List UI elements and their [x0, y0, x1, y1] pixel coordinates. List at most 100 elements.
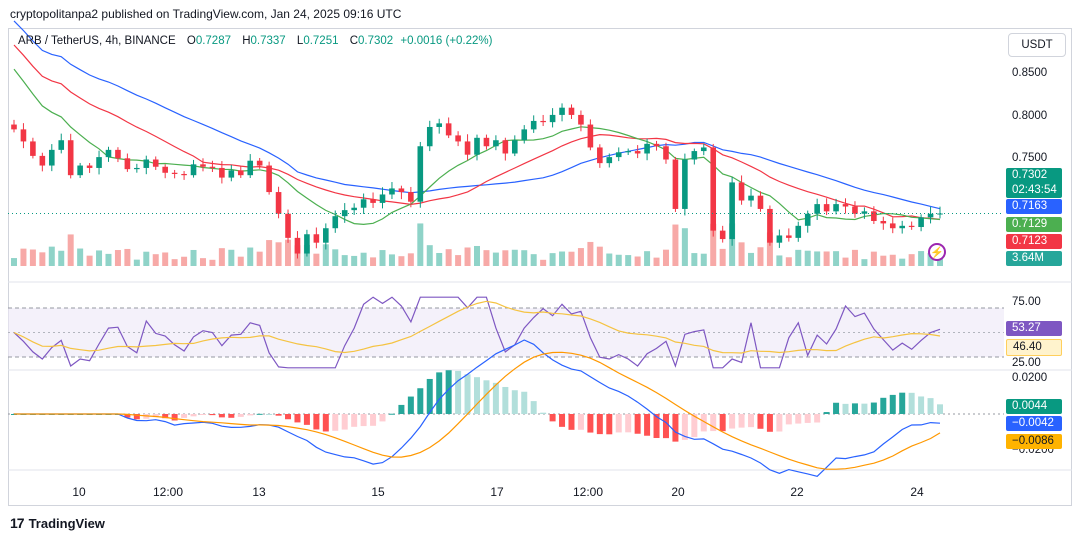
- candle-body: [445, 123, 452, 136]
- macd-histogram-bar: [313, 414, 320, 430]
- candle-body: [228, 170, 235, 178]
- macd-histogram-bar: [237, 414, 244, 417]
- volume-bar: [266, 240, 273, 266]
- candle-body: [663, 146, 669, 160]
- macd-histogram-bar: [719, 414, 726, 432]
- ma-green-tag: 0.7129: [1006, 217, 1062, 232]
- macd-hist-tag: 0.0044: [1006, 399, 1062, 414]
- macd-histogram-bar: [426, 378, 433, 414]
- macd-histogram-bar: [247, 414, 254, 416]
- macd-histogram-bar: [889, 394, 896, 414]
- candle-body: [634, 151, 641, 154]
- candle-body: [672, 159, 679, 209]
- macd-histogram-bar: [341, 414, 348, 430]
- x-tick: 24: [910, 485, 924, 499]
- volume-bar: [681, 228, 688, 266]
- x-tick: 10: [72, 485, 86, 499]
- candle-body: [200, 164, 206, 167]
- candle-body: [11, 124, 17, 130]
- candle-body: [833, 204, 839, 212]
- macd-histogram-bar: [738, 414, 745, 428]
- volume-bar: [540, 259, 547, 266]
- candle-body: [360, 199, 367, 208]
- volume-bar: [351, 255, 358, 266]
- macd-histogram-bar: [842, 403, 849, 414]
- volume-bar: [880, 255, 887, 266]
- candle-body: [181, 173, 187, 176]
- macd-histogram-bar: [492, 382, 499, 414]
- chart-frame: [8, 28, 1072, 506]
- volume-bar: [143, 251, 150, 266]
- volume-bar: [937, 257, 943, 266]
- macd-histogram-bar: [823, 412, 830, 414]
- macd-signal-tag: −0.0086: [1006, 434, 1062, 449]
- candle-body: [436, 123, 443, 127]
- candle-body: [691, 151, 698, 160]
- volume-bar: [738, 242, 745, 266]
- volume-bar: [105, 253, 112, 266]
- volume-bar: [218, 248, 225, 266]
- candle-body: [237, 170, 244, 176]
- volume-bar: [96, 250, 103, 266]
- volume-bar: [398, 256, 405, 266]
- macd-histogram-bar: [398, 404, 405, 414]
- rsi-line: [13, 296, 941, 369]
- candle-body: [408, 192, 414, 202]
- macd-histogram-bar: [218, 414, 225, 418]
- candle-body: [700, 147, 707, 152]
- macd-histogram-bar: [464, 374, 471, 414]
- volume-bar: [322, 244, 329, 266]
- candle-body: [313, 234, 320, 243]
- macd-histogram-bar: [285, 414, 292, 420]
- volume-bar: [313, 253, 320, 266]
- macd-histogram-bar: [190, 414, 197, 417]
- candle-body: [323, 228, 329, 243]
- volume-bar: [360, 252, 367, 266]
- macd-histogram-bar: [927, 398, 934, 414]
- macd-histogram-bar: [511, 390, 518, 414]
- volume-bar: [152, 254, 159, 266]
- candle-body: [483, 137, 490, 147]
- candle-body: [710, 147, 717, 231]
- volume-bar: [502, 250, 509, 266]
- candle-body: [767, 208, 773, 243]
- volume-bar: [615, 254, 622, 266]
- candle-body: [795, 225, 802, 238]
- macd-histogram-bar: [209, 414, 216, 416]
- open-value: 0.7287: [195, 35, 231, 47]
- volume-bar: [511, 249, 518, 266]
- macd-histogram-bar: [303, 414, 310, 425]
- volume-bar: [256, 251, 263, 266]
- volume-bar: [691, 253, 698, 266]
- volume-bar: [559, 251, 566, 266]
- candle-body: [889, 223, 896, 229]
- ma-red-line: [13, 44, 941, 220]
- volume-bar: [870, 251, 877, 266]
- candle-body: [511, 140, 518, 154]
- macd-histogram-bar: [795, 414, 802, 424]
- macd-histogram-bar: [502, 386, 509, 414]
- macd-histogram-bar: [766, 414, 773, 432]
- macd-histogram-bar: [530, 401, 537, 414]
- tradingview-logo: 17 TradingView: [10, 515, 105, 531]
- lightning-icon[interactable]: ⚡: [928, 243, 946, 261]
- macd-signal-line: [14, 351, 941, 470]
- candle-body: [502, 140, 509, 154]
- volume-bar: [568, 251, 575, 266]
- currency-button[interactable]: USDT: [1008, 33, 1066, 57]
- volume-bar: [58, 250, 65, 266]
- volume-bar: [653, 257, 660, 266]
- candle-body: [266, 165, 272, 193]
- macd-histogram-bar: [521, 391, 528, 414]
- candle-body: [908, 225, 915, 228]
- volume-bar: [908, 254, 915, 266]
- macd-histogram-bar: [596, 414, 603, 435]
- macd-histogram-bar: [322, 414, 329, 432]
- x-tick: 20: [671, 485, 685, 499]
- macd-histogram-bar: [228, 414, 235, 418]
- macd-histogram-bar: [275, 414, 282, 416]
- macd-histogram-bar: [445, 370, 452, 414]
- ma-blue-tag: 0.7163: [1006, 199, 1062, 214]
- candle-body: [738, 182, 745, 201]
